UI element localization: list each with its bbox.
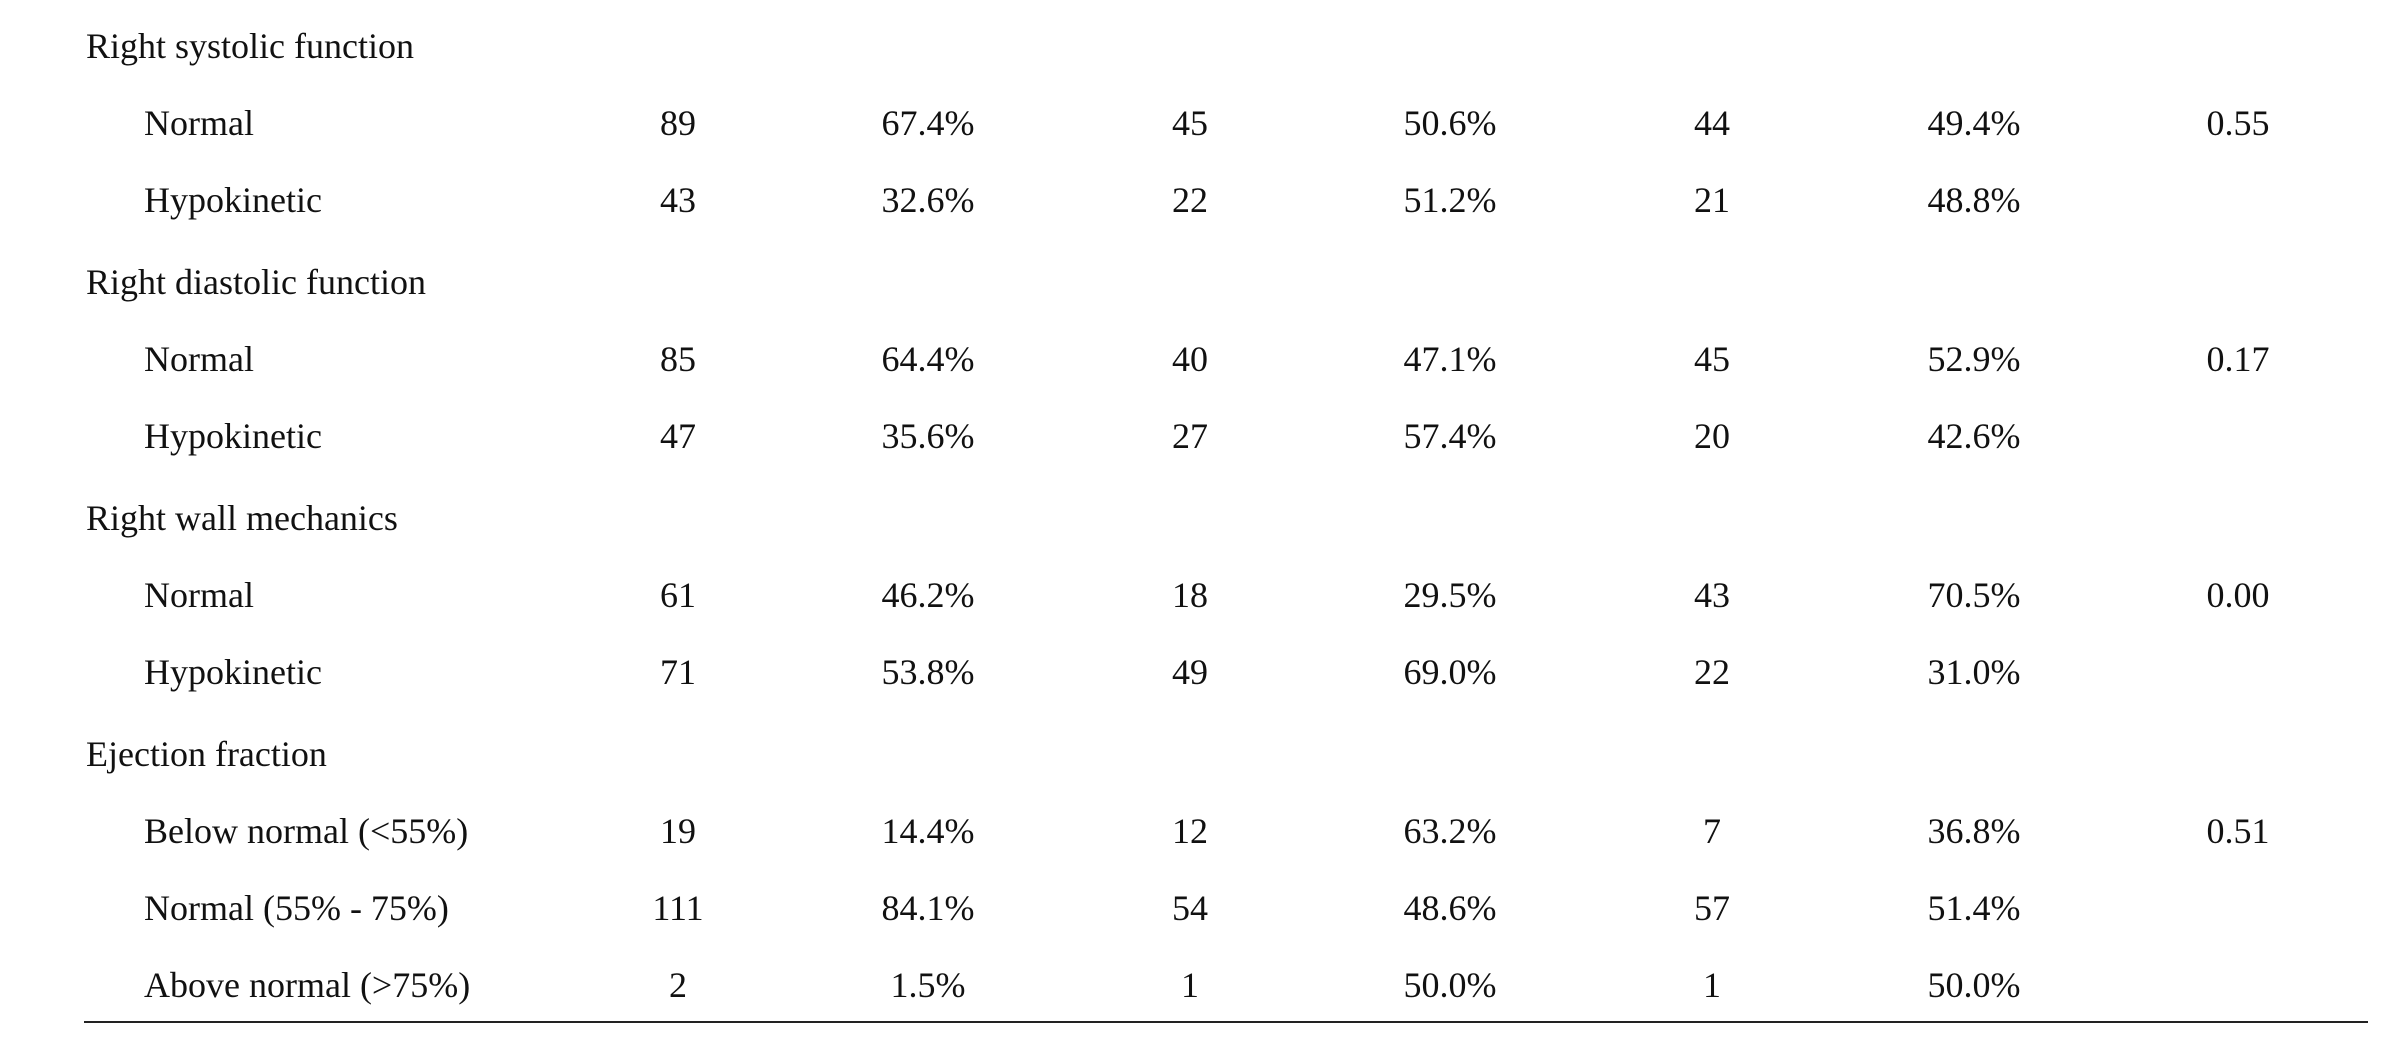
cell-group1-pct: 50.6% [1403, 103, 1497, 143]
cell-group1-n: 18 [1172, 575, 1208, 615]
section-label: Right systolic function [86, 26, 414, 66]
row-label: Normal [144, 575, 254, 615]
cell-group1-n: 1 [1181, 965, 1199, 1005]
cell-group2-n: 45 [1694, 339, 1730, 379]
table-row: Hypokinetic 71 53.8% 49 69.0% 22 31.0% [0, 642, 2402, 702]
cell-group2-pct: 42.6% [1927, 416, 2021, 456]
cell-total-n: 111 [652, 888, 704, 928]
table-row: Normal 89 67.4% 45 50.6% 44 49.4% 0.55 [0, 93, 2402, 153]
cell-group1-pct: 63.2% [1403, 811, 1497, 851]
cell-total-pct: 32.6% [881, 180, 975, 220]
cell-total-pct: 14.4% [881, 811, 975, 851]
cell-group2-pct: 31.0% [1927, 652, 2021, 692]
section-header-row: Ejection fraction [0, 724, 2402, 784]
row-label: Normal [144, 103, 254, 143]
table-bottom-rule [84, 1021, 2368, 1023]
cell-group1-pct: 57.4% [1403, 416, 1497, 456]
cell-group1-n: 22 [1172, 180, 1208, 220]
table-row: Below normal (<55%) 19 14.4% 12 63.2% 7 … [0, 801, 2402, 861]
row-label: Hypokinetic [144, 416, 322, 456]
cell-total-n: 43 [660, 180, 696, 220]
table-row: Normal (55% - 75%) 111 84.1% 54 48.6% 57… [0, 878, 2402, 938]
cell-group2-n: 21 [1694, 180, 1730, 220]
cell-group2-n: 57 [1694, 888, 1730, 928]
cell-group2-pct: 50.0% [1927, 965, 2021, 1005]
row-label: Normal (55% - 75%) [144, 888, 449, 928]
cell-group2-n: 22 [1694, 652, 1730, 692]
cell-total-pct: 1.5% [890, 965, 966, 1005]
cell-group2-n: 43 [1694, 575, 1730, 615]
cell-total-pct: 84.1% [881, 888, 975, 928]
cell-total-n: 89 [660, 103, 696, 143]
row-label: Hypokinetic [144, 180, 322, 220]
cell-group1-pct: 48.6% [1403, 888, 1497, 928]
cell-p-value: 0.17 [2206, 339, 2270, 379]
cell-total-pct: 64.4% [881, 339, 975, 379]
cell-group2-n: 7 [1703, 811, 1721, 851]
cell-p-value: 0.51 [2206, 811, 2270, 851]
table-row: Above normal (>75%) 2 1.5% 1 50.0% 1 50.… [0, 955, 2402, 1015]
cell-group1-n: 27 [1172, 416, 1208, 456]
cell-total-pct: 35.6% [881, 416, 975, 456]
cell-group2-n: 1 [1703, 965, 1721, 1005]
section-label: Ejection fraction [86, 734, 327, 774]
row-label: Below normal (<55%) [144, 811, 469, 851]
cell-group1-n: 12 [1172, 811, 1208, 851]
cell-total-n: 71 [660, 652, 696, 692]
table-row: Hypokinetic 43 32.6% 22 51.2% 21 48.8% [0, 170, 2402, 230]
section-header-row: Right systolic function [0, 16, 2402, 76]
cell-group2-pct: 49.4% [1927, 103, 2021, 143]
section-label: Right diastolic function [86, 262, 426, 302]
cell-group2-pct: 52.9% [1927, 339, 2021, 379]
cell-group1-pct: 50.0% [1403, 965, 1497, 1005]
cell-p-value [2118, 642, 2358, 702]
cell-total-pct: 46.2% [881, 575, 975, 615]
cell-p-value [2118, 878, 2358, 938]
cell-group2-n: 44 [1694, 103, 1730, 143]
cell-p-value: 0.55 [2206, 103, 2270, 143]
cell-group1-pct: 69.0% [1403, 652, 1497, 692]
cell-total-pct: 67.4% [881, 103, 975, 143]
cell-total-n: 85 [660, 339, 696, 379]
cell-group1-pct: 51.2% [1403, 180, 1497, 220]
cell-group1-n: 45 [1172, 103, 1208, 143]
table-row: Normal 85 64.4% 40 47.1% 45 52.9% 0.17 [0, 329, 2402, 389]
cell-total-pct: 53.8% [881, 652, 975, 692]
cell-p-value [2118, 406, 2358, 466]
row-label: Hypokinetic [144, 652, 322, 692]
cell-group2-pct: 48.8% [1927, 180, 2021, 220]
table-row: Hypokinetic 47 35.6% 27 57.4% 20 42.6% [0, 406, 2402, 466]
cell-group2-pct: 51.4% [1927, 888, 2021, 928]
cell-group1-pct: 47.1% [1403, 339, 1497, 379]
cell-total-n: 47 [660, 416, 696, 456]
cell-total-n: 61 [660, 575, 696, 615]
cell-group1-pct: 29.5% [1403, 575, 1497, 615]
cell-group2-pct: 70.5% [1927, 575, 2021, 615]
cell-group1-n: 54 [1172, 888, 1208, 928]
row-label: Above normal (>75%) [144, 965, 471, 1005]
cell-group2-pct: 36.8% [1927, 811, 2021, 851]
section-header-row: Right wall mechanics [0, 488, 2402, 548]
cell-p-value [2118, 170, 2358, 230]
cell-group1-n: 40 [1172, 339, 1208, 379]
section-label: Right wall mechanics [86, 498, 398, 538]
cell-group1-n: 49 [1172, 652, 1208, 692]
row-label: Normal [144, 339, 254, 379]
cell-total-n: 2 [669, 965, 687, 1005]
cell-total-n: 19 [660, 811, 696, 851]
section-header-row: Right diastolic function [0, 252, 2402, 312]
table-row: Normal 61 46.2% 18 29.5% 43 70.5% 0.00 [0, 565, 2402, 625]
cell-p-value [2118, 955, 2358, 1015]
cell-group2-n: 20 [1694, 416, 1730, 456]
cell-p-value: 0.00 [2206, 575, 2270, 615]
